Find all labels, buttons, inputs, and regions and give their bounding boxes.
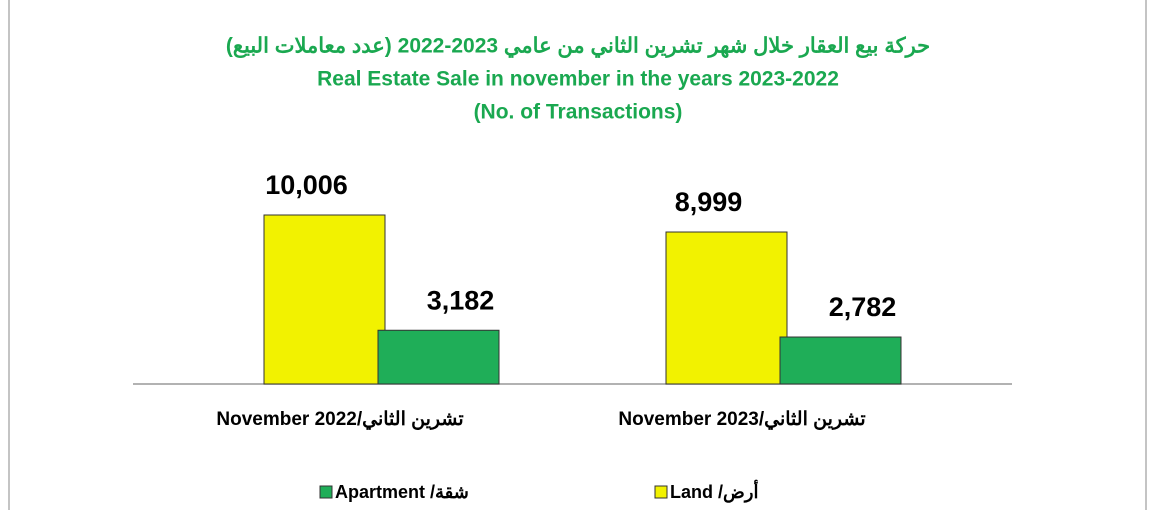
chart-title: (No. of Transactions) xyxy=(474,101,683,124)
legend-swatch xyxy=(654,485,668,499)
legend-label: Apartment /شقة xyxy=(335,482,469,502)
chart-title: Real Estate Sale in november in the year… xyxy=(317,68,839,91)
data-label: 8,999 xyxy=(675,187,743,217)
data-label: 3,182 xyxy=(427,285,495,315)
x-tick-label: November 2023/تشرين الثاني xyxy=(618,409,865,431)
bar xyxy=(665,231,788,385)
bar xyxy=(377,329,500,385)
data-label: 10,006 xyxy=(265,170,348,200)
legend-label: Land /أرض xyxy=(670,480,758,503)
bar xyxy=(779,336,902,385)
data-label: 2,782 xyxy=(829,292,897,322)
bar xyxy=(263,214,386,385)
chart-title: حركة بيع العقار خلال شهر تشرين الثاني من… xyxy=(226,35,930,59)
legend-swatch xyxy=(319,485,333,499)
x-tick-label: November 2022/تشرين الثاني xyxy=(216,409,463,431)
